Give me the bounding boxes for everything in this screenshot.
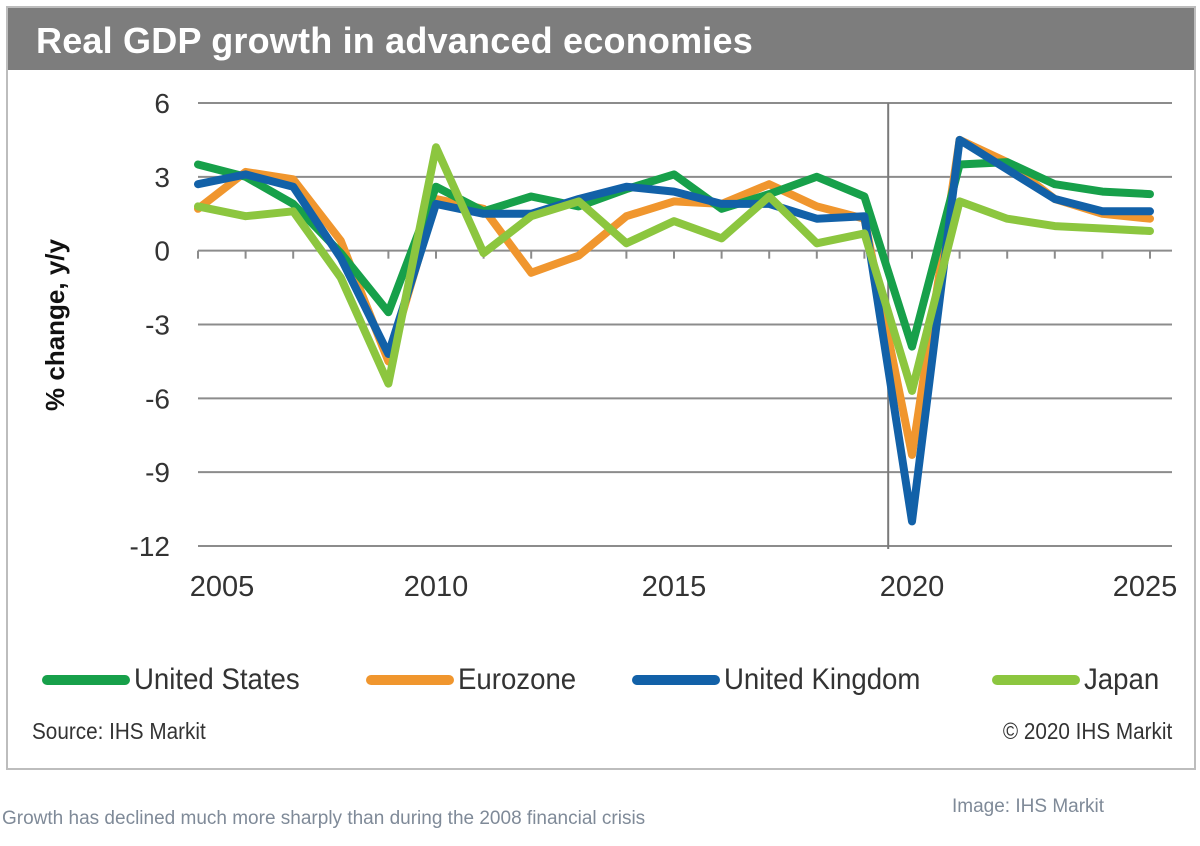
legend-item-japan: Japan bbox=[992, 660, 1166, 700]
series-line-eurozone bbox=[194, 135, 1154, 459]
legend-label: United States bbox=[134, 663, 300, 696]
y-tick-label: -12 bbox=[130, 531, 170, 562]
legend-swatch-eurozone bbox=[366, 675, 454, 685]
series-line-united-kingdom bbox=[194, 135, 1154, 526]
legend-label: Japan bbox=[1084, 663, 1160, 696]
image-credit: Image: IHS Markit bbox=[952, 796, 1105, 817]
y-tick-label: 0 bbox=[154, 236, 170, 267]
x-tick-label: 2015 bbox=[642, 571, 707, 603]
legend-swatch-united-states bbox=[42, 675, 130, 685]
line-chart: 6 3 0 -3 -6 -9 -12 2005 2010 2015 2020 2025 % chan… bbox=[40, 88, 1178, 603]
source-note: Source: IHS Markit bbox=[32, 718, 206, 744]
legend-swatch-united-kingdom bbox=[632, 675, 720, 685]
y-tick-label: 3 bbox=[154, 162, 170, 193]
legend: United States Eurozone United Kingdom Ja… bbox=[0, 660, 1200, 700]
y-tick-label: -6 bbox=[145, 383, 170, 414]
legend-label: Eurozone bbox=[458, 663, 577, 696]
title-bar: Real GDP growth in advanced economies bbox=[8, 8, 1194, 70]
chart-frame bbox=[6, 6, 1196, 770]
series-lines bbox=[194, 135, 1154, 526]
copyright-note: © 2020 IHS Markit bbox=[1002, 718, 1172, 744]
legend-label: United Kingdom bbox=[724, 663, 921, 696]
x-tick-labels: 2005 2010 2015 2020 2025 bbox=[190, 571, 1178, 603]
legend-item-eurozone: Eurozone bbox=[366, 660, 586, 700]
y-axis-label: % change, y/y bbox=[40, 238, 70, 410]
y-tick-label: -3 bbox=[145, 310, 170, 341]
y-tick-label: 6 bbox=[154, 88, 170, 119]
x-tick-label: 2010 bbox=[404, 571, 469, 603]
legend-item-united-states: United States bbox=[42, 660, 314, 700]
y-tick-label: -9 bbox=[145, 457, 170, 488]
legend-swatch-japan bbox=[992, 675, 1080, 685]
figure-caption: Growth has declined much more sharply th… bbox=[2, 808, 646, 829]
chart-title: Real GDP growth in advanced economies bbox=[36, 20, 753, 61]
x-tick-label: 2020 bbox=[880, 571, 945, 603]
y-tick-labels: 6 3 0 -3 -6 -9 -12 bbox=[130, 88, 170, 562]
legend-item-united-kingdom: United Kingdom bbox=[632, 660, 937, 700]
x-tick-label: 2005 bbox=[190, 571, 255, 603]
x-tick-label: 2025 bbox=[1113, 571, 1178, 603]
series-line-japan bbox=[194, 143, 1154, 395]
